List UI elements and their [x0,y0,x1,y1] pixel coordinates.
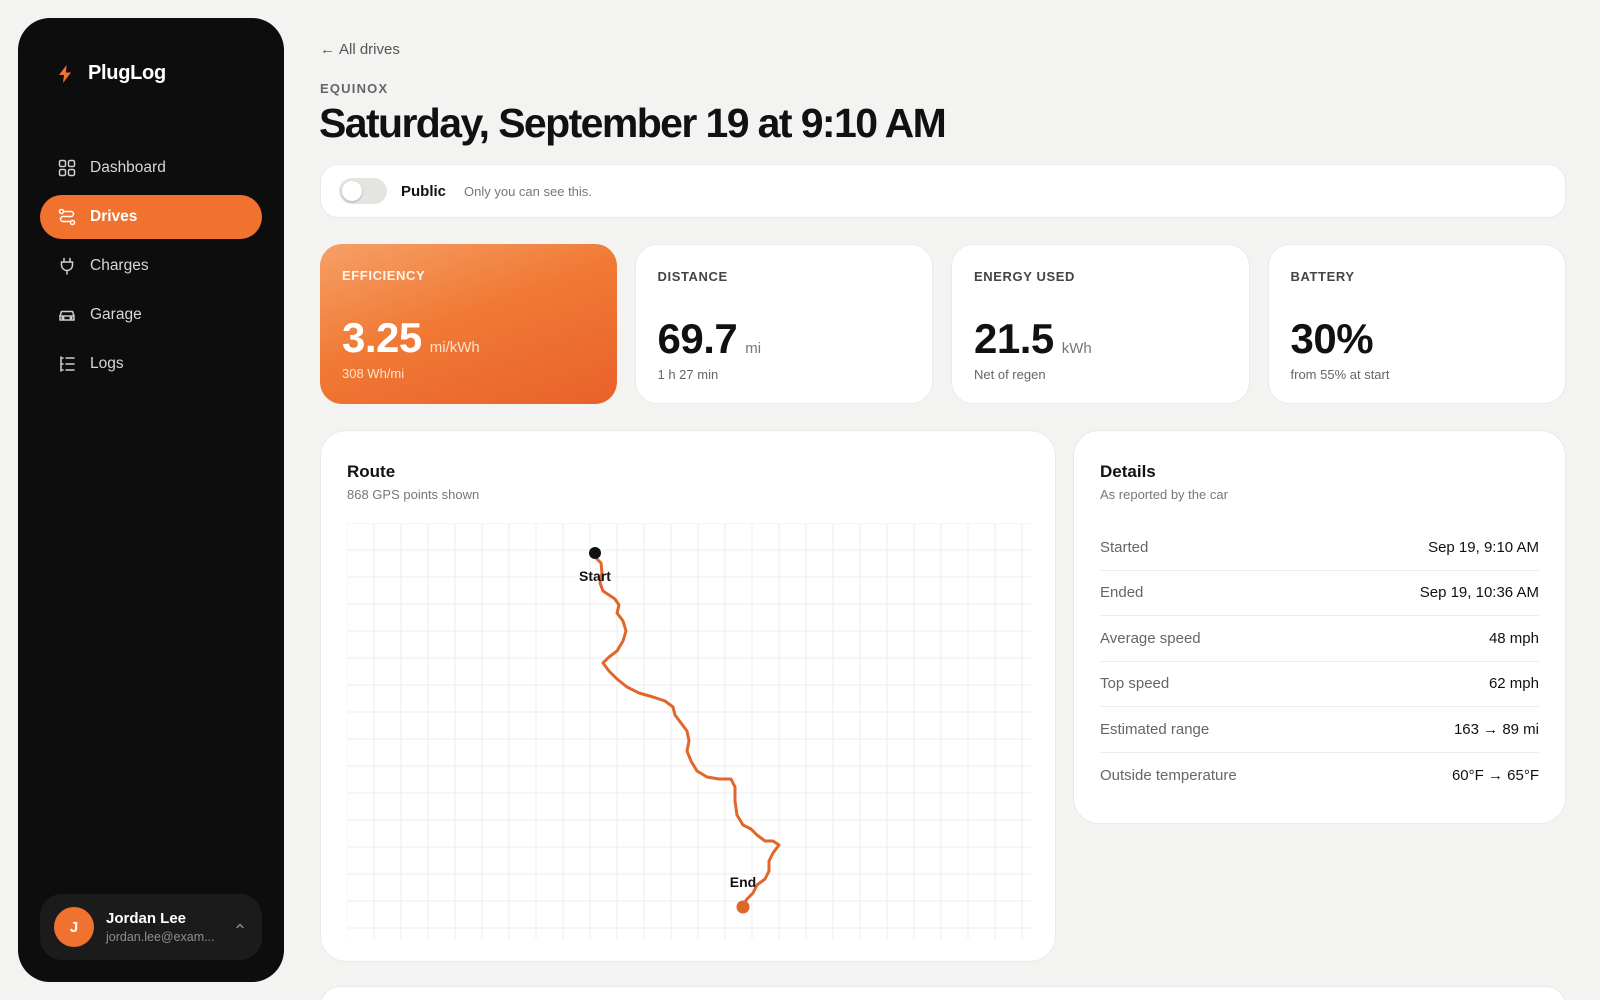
route-map[interactable]: Start End [347,523,1031,939]
route-title: Route [347,462,396,481]
detail-key: Outside temperature [1100,766,1237,784]
car-icon [58,306,76,324]
user-email: jordan.lee@exam... [106,930,215,944]
sidebar-item-dashboard[interactable]: Dashboard [40,146,262,190]
detail-key: Started [1100,538,1149,556]
map-grid [347,523,1031,939]
sidebar-item-logs[interactable]: Logs [40,342,262,386]
public-label: Public [401,182,447,200]
app-name: PlugLog [88,62,166,84]
stat-label: DISTANCE [657,269,728,284]
detail-value: Sep 19, 10:36 AM [1419,584,1539,602]
route-icon [58,208,76,226]
public-toggle[interactable] [339,178,387,204]
details-subtitle: As reported by the car [1100,487,1228,502]
stat-value: 3.25 [342,314,422,361]
user-name: Jordan Lee [106,910,187,927]
route-card: Route 868 GPS points shown Start End [320,430,1056,962]
start-label: Start [579,568,611,584]
detail-row-average-speed: Average speed 48 mph [1100,616,1539,662]
stat-card-efficiency: EFFICIENCY 3.25 mi/kWh 308 Wh/mi [320,244,617,404]
route-subtitle: 868 GPS points shown [347,487,480,502]
vehicle-name: EQUINOX [320,81,389,96]
details-list: Started Sep 19, 9:10 AM Ended Sep 19, 10… [1100,525,1539,798]
detail-value: Sep 19, 9:10 AM [1428,538,1539,556]
detail-row-estimated-range: Estimated range 163 → 89 mi [1100,707,1539,753]
sidebar-item-drives[interactable]: Drives [40,195,262,239]
sidebar-nav: Dashboard Drives Charges [40,146,262,391]
stat-subtext: from 55% at start [1290,367,1390,382]
stats-row: EFFICIENCY 3.25 mi/kWh 308 Wh/mi DISTANC… [320,244,1566,404]
sidebar-item-label: Dashboard [90,159,166,176]
detail-value: 62 mph [1488,675,1539,693]
stat-subtext: 1 h 27 min [657,367,719,382]
stat-card-distance: DISTANCE 69.7 mi 1 h 27 min [634,244,933,404]
stat-label: EFFICIENCY [342,268,426,283]
sidebar-item-label: Garage [90,306,142,323]
next-card [320,986,1566,1000]
start-marker [589,547,601,559]
grid-icon [58,159,76,177]
stat-unit: mi [745,340,762,357]
list-icon [58,355,76,373]
stat-card-battery: BATTERY 30% from 55% at start [1267,244,1566,404]
end-label: End [730,874,756,890]
detail-value: 48 mph [1488,629,1539,647]
back-link[interactable]: ← All drives [320,41,400,58]
stat-label: BATTERY [1290,269,1355,284]
plug-icon [58,257,76,275]
stat-card-energy: ENERGY USED 21.5 kWh Net of regen [951,244,1250,404]
details-title: Details [1100,462,1156,481]
details-card: Details As reported by the car Started S… [1073,430,1566,824]
sidebar-item-label: Charges [90,257,149,274]
arrow-left-icon: ← [320,41,335,58]
detail-row-ended: Ended Sep 19, 10:36 AM [1100,571,1539,616]
detail-row-top-speed: Top speed 62 mph [1100,662,1539,707]
sidebar-item-label: Drives [90,208,138,225]
detail-key: Ended [1100,584,1144,602]
stat-subtext: 308 Wh/mi [342,366,405,381]
detail-key: Top speed [1100,675,1170,693]
brand[interactable]: PlugLog [58,62,166,85]
detail-value: 163 → 89 mi [1453,720,1539,738]
detail-key: Average speed [1100,629,1201,647]
end-marker [736,900,750,914]
stat-value: 69.7 [657,315,738,362]
visibility-note: Only you can see this. [464,183,592,199]
page-title: Saturday, September 19 at 9:10 AM [319,100,947,146]
sidebar-item-charges[interactable]: Charges [40,244,262,288]
sidebar: PlugLog Dashboard Drives [18,18,284,982]
stat-value: 30% [1290,315,1374,362]
avatar: J [54,907,94,947]
user-menu[interactable]: J Jordan Lee jordan.lee@exam... [40,894,262,960]
stat-label: ENERGY USED [974,269,1075,284]
route-path [593,555,781,907]
detail-value: 60°F → 65°F [1451,766,1539,784]
sidebar-item-garage[interactable]: Garage [40,293,262,337]
sidebar-item-label: Logs [90,355,124,372]
stat-unit: kWh [1061,340,1092,357]
stat-unit: mi/kWh [429,339,480,356]
detail-key: Estimated range [1100,720,1210,738]
bolt-icon [59,64,71,83]
back-link-label: All drives [339,41,400,58]
stat-subtext: Net of regen [974,367,1046,382]
toggle-knob [342,181,362,201]
share-bar: Public Only you can see this. [320,164,1566,218]
detail-row-started: Started Sep 19, 9:10 AM [1100,525,1539,571]
chevron-up-icon [236,923,244,929]
stat-value: 21.5 [974,315,1054,362]
detail-row-outside-temperature: Outside temperature 60°F → 65°F [1100,753,1539,799]
